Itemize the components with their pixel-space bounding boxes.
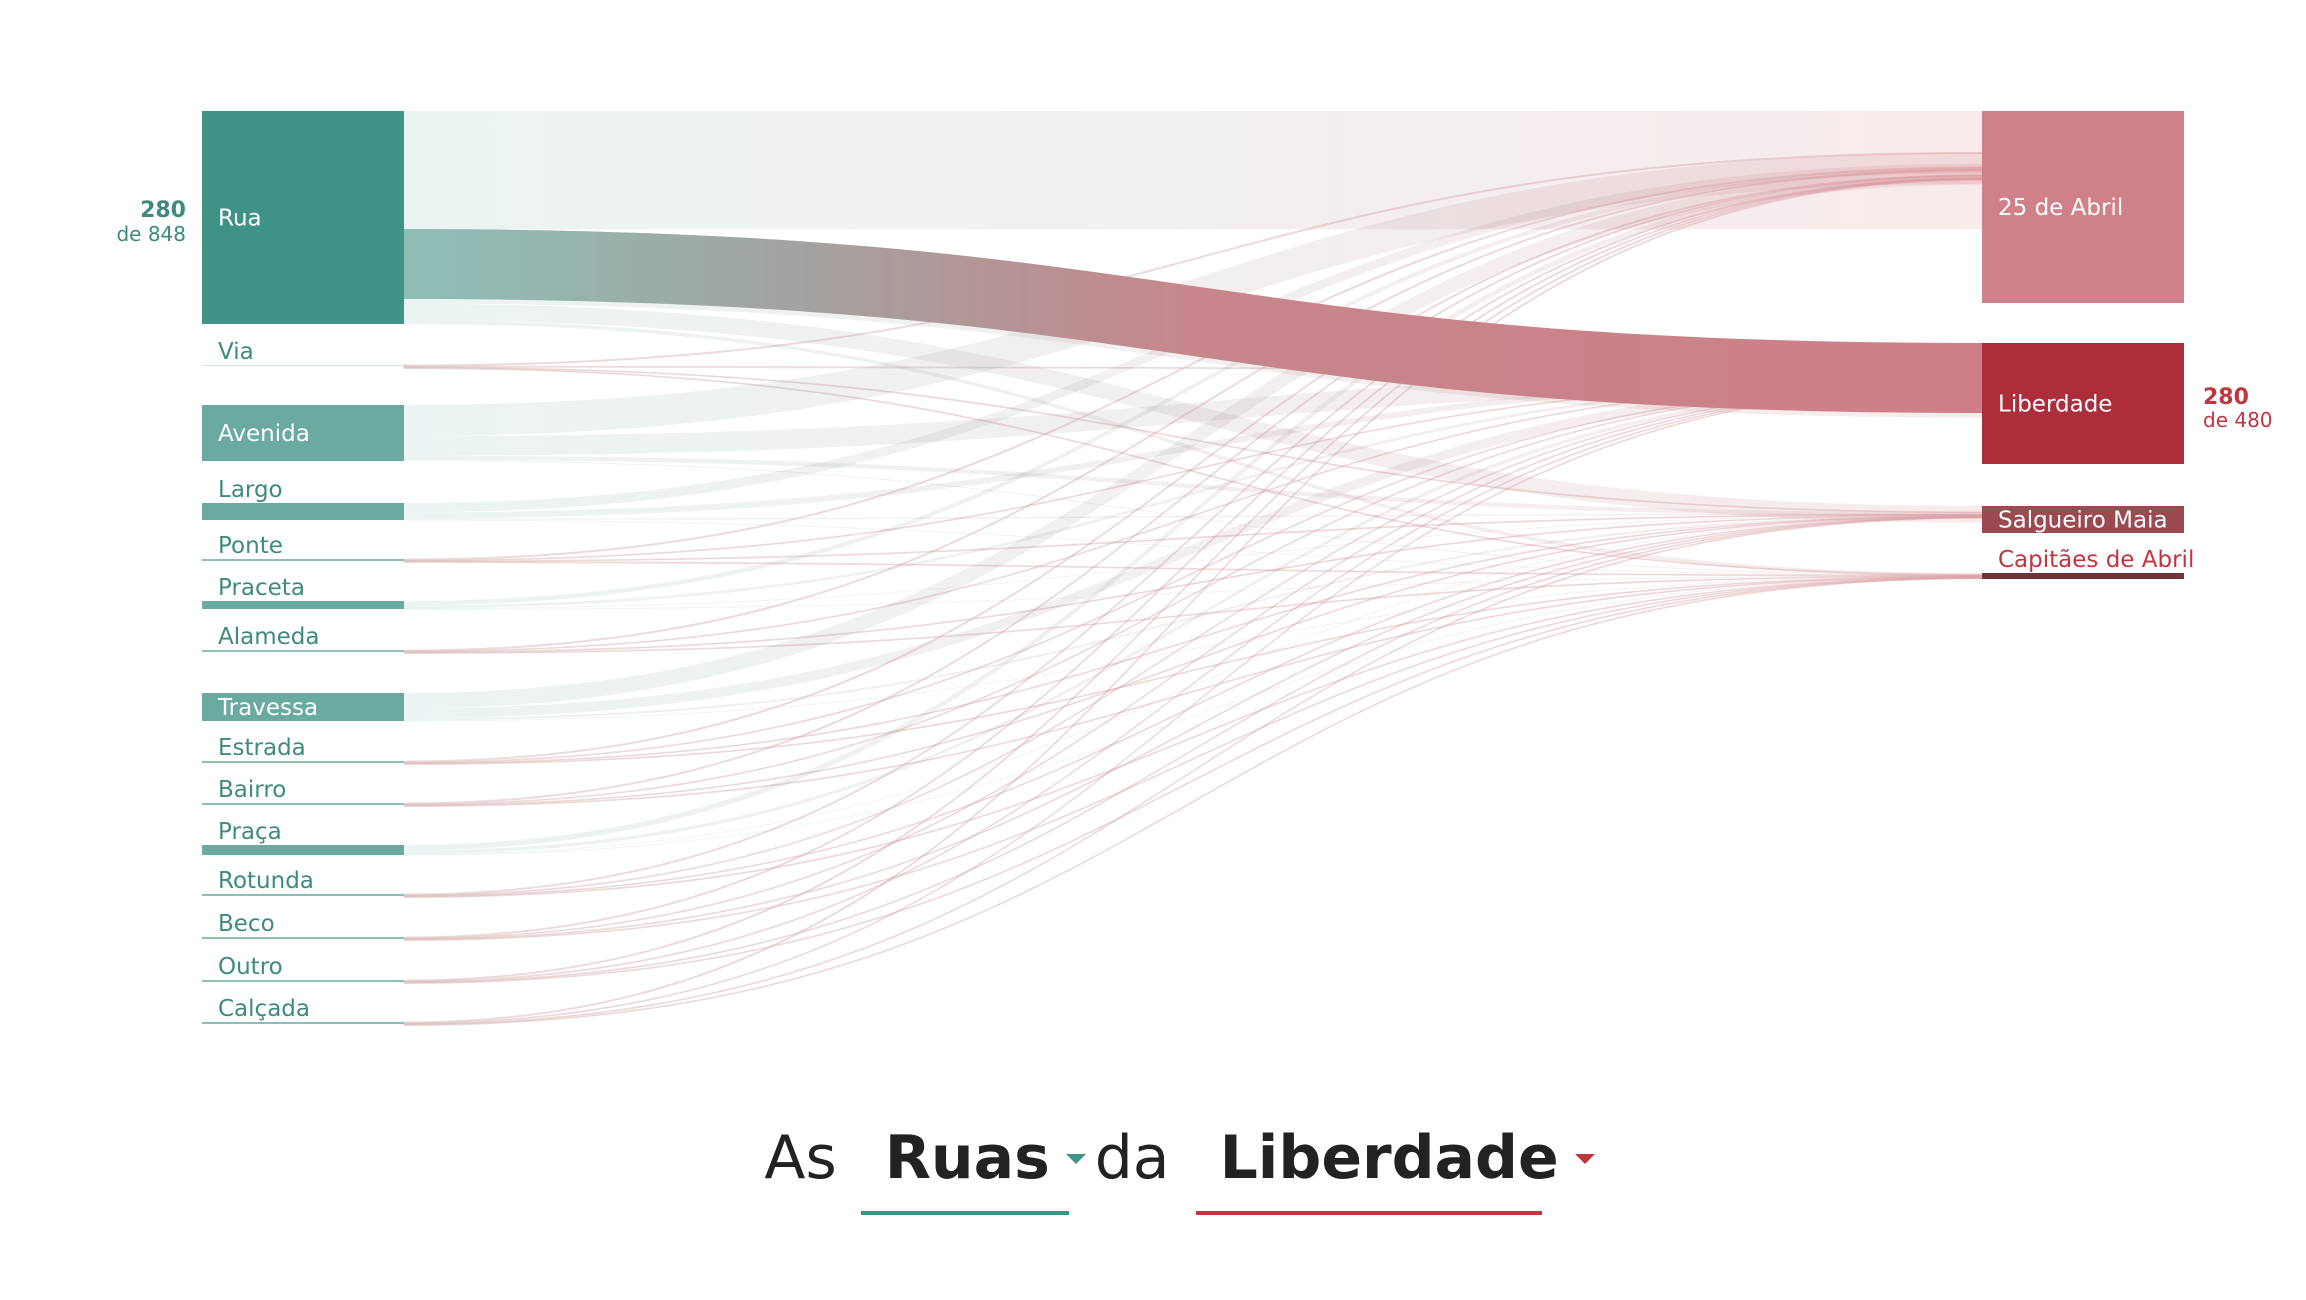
left-node-label-outro: Outro xyxy=(218,954,283,980)
flow-estrada-to-capitães-de-abril xyxy=(403,575,1983,766)
flow-outro-to-capitães-de-abril xyxy=(403,577,1983,985)
flow-praceta-to-capitães-de-abril xyxy=(404,575,1982,610)
left-node-label-rua: Rua xyxy=(218,206,262,232)
flow-rotunda-to-capitães-de-abril xyxy=(403,576,1983,899)
chevron-down-icon xyxy=(1574,1154,1595,1164)
right-node-25-de-abril[interactable] xyxy=(1982,111,2184,303)
street-name-underline xyxy=(1195,1211,1542,1215)
left-node-largo[interactable] xyxy=(202,503,404,520)
left-node-label-alameda: Alameda xyxy=(218,624,319,650)
right-count-of: de 480 xyxy=(2203,408,2273,432)
flow-praceta-to-25-de-abril xyxy=(404,167,1982,606)
street-type-underline xyxy=(860,1211,1069,1215)
left-node-calçada[interactable] xyxy=(202,1022,404,1024)
flow-highlight-rua-to-liberdade[interactable] xyxy=(404,229,1982,413)
left-node-label-bairro: Bairro xyxy=(218,777,286,803)
left-node-label-rotunda: Rotunda xyxy=(218,868,314,894)
left-count-value: 280 xyxy=(140,198,186,223)
chevron-down-icon xyxy=(1065,1154,1086,1164)
right-node-label-capitães-de-abril: Capitães de Abril xyxy=(1998,547,2194,573)
right-nodes: 25 de Abril Liberdade Salgueiro Maia Capitã… xyxy=(1982,111,2194,579)
right-node-capitães-de-abril[interactable] xyxy=(1982,573,2184,579)
left-count-of: de 848 xyxy=(116,222,186,246)
left-node-label-praceta: Praceta xyxy=(218,575,305,601)
flow-avenida-to-capitães-de-abril xyxy=(404,460,1982,576)
flow-travessa-to-liberdade xyxy=(404,379,1982,719)
flow-avenida-to-salgueiro-maia xyxy=(404,455,1982,517)
title-sentence: As Ruas da Liberdade xyxy=(0,1090,2306,1240)
left-node-estrada[interactable] xyxy=(202,761,404,763)
flow-calçada-to-capitães-de-abril xyxy=(403,577,1983,1027)
left-node-label-travessa: Travessa xyxy=(217,695,318,721)
left-node-ponte[interactable] xyxy=(202,559,404,561)
flow-praça-to-25-de-abril xyxy=(404,175,1982,851)
left-node-label-avenida: Avenida xyxy=(218,421,310,447)
flow-travessa-to-25-de-abril xyxy=(404,169,1982,709)
street-type-dropdown[interactable]: Ruas xyxy=(860,1090,1086,1215)
street-name-value: Liberdade xyxy=(1219,1123,1559,1193)
right-node-label-salgueiro-maia: Salgueiro Maia xyxy=(1998,508,2168,534)
left-node-rotunda[interactable] xyxy=(202,894,404,896)
right-node-label-liberdade: Liberdade xyxy=(1998,392,2112,418)
background-links xyxy=(403,111,1983,1027)
counts: 280 de 848 280 de 480 xyxy=(116,198,2272,432)
flow-largo-to-liberdade xyxy=(404,376,1982,519)
flow-praça-to-liberdade xyxy=(404,383,1982,855)
left-node-rua[interactable] xyxy=(202,111,404,324)
flow-praça-to-capitães-de-abril xyxy=(404,576,1982,856)
street-type-value: Ruas xyxy=(884,1123,1050,1193)
flow-travessa-to-capitães-de-abril xyxy=(404,576,1982,722)
right-count-value: 280 xyxy=(2203,385,2249,410)
right-node-salgueiro-maia[interactable] xyxy=(1982,506,2184,533)
right-node-liberdade[interactable] xyxy=(1982,343,2184,464)
left-node-label-largo: Largo xyxy=(218,477,283,503)
left-nodes: Rua Via Avenida Largo Ponte Praceta Alameda Tra… xyxy=(202,111,404,1024)
flow-praça-to-salgueiro-maia xyxy=(404,516,1982,855)
flow-praceta-to-salgueiro-maia xyxy=(404,514,1982,610)
left-node-avenida[interactable] xyxy=(202,405,404,461)
title-word-da: da xyxy=(1094,1123,1170,1193)
title-word-as: As xyxy=(764,1123,837,1193)
left-node-bairro[interactable] xyxy=(202,803,404,805)
flow-praceta-to-liberdade xyxy=(404,378,1982,609)
left-node-label-estrada: Estrada xyxy=(218,735,306,761)
left-node-alameda[interactable] xyxy=(202,650,404,652)
left-node-beco[interactable] xyxy=(202,937,404,939)
highlight-links xyxy=(404,229,1982,413)
left-node-travessa[interactable] xyxy=(202,693,404,721)
left-node-label-praça: Praça xyxy=(218,819,282,845)
right-node-label-25-de-abril: 25 de Abril xyxy=(1998,195,2123,221)
left-node-label-ponte: Ponte xyxy=(218,533,283,559)
street-name-dropdown[interactable]: Liberdade xyxy=(1195,1090,1595,1215)
left-node-praceta[interactable] xyxy=(202,601,404,609)
left-node-praça[interactable] xyxy=(202,845,404,855)
left-node-label-beco: Beco xyxy=(218,911,275,937)
left-node-label-calçada: Calçada xyxy=(218,996,310,1022)
left-node-outro[interactable] xyxy=(202,980,404,982)
left-node-label-via: Via xyxy=(218,339,254,365)
left-node-via[interactable] xyxy=(202,365,404,366)
